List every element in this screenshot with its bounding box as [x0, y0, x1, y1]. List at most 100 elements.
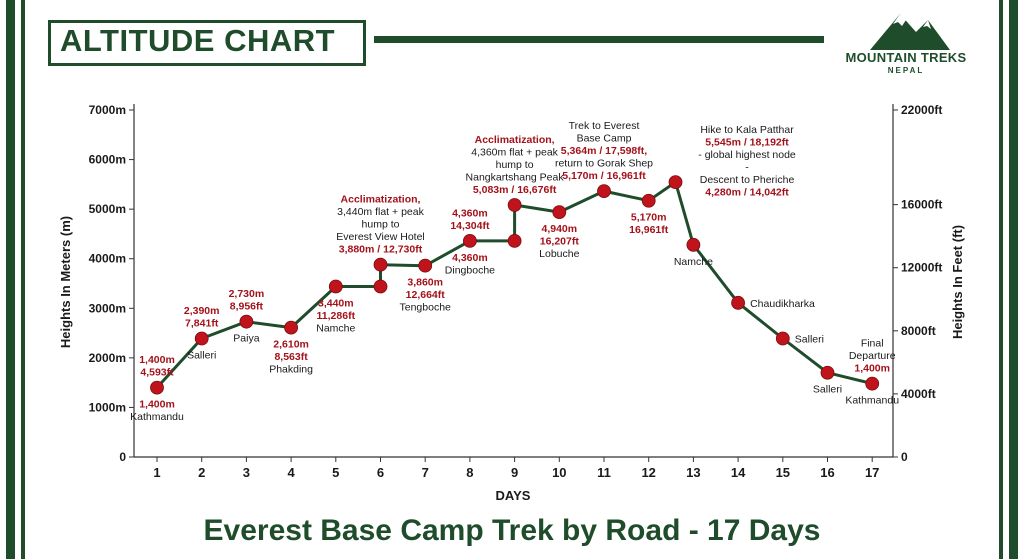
data-label: Salleri [795, 334, 824, 346]
mountain-logo-icon [870, 14, 950, 50]
altitude-marker [641, 193, 656, 208]
right-stripe-outer [1009, 0, 1018, 559]
data-label: Nangkartshang Peak [466, 172, 565, 184]
data-label: 7,841ft [185, 318, 219, 330]
altitude-marker [507, 198, 522, 212]
y-tick-right-label: 4000ft [901, 387, 936, 401]
data-label: Hike to Kala Patthar [700, 124, 794, 136]
altitude-marker [373, 279, 388, 294]
data-label: Chaudikharka [750, 298, 815, 310]
data-label: Everest View Hotel [336, 231, 425, 243]
data-label: 12,664ft [406, 289, 446, 301]
y-tick-left-label: 4000m [89, 252, 126, 266]
data-label: 8,956ft [230, 301, 264, 313]
y-tick-left-label: 2000m [89, 351, 126, 365]
data-label: 1,400m [854, 363, 890, 375]
x-tick-label: 13 [686, 465, 700, 480]
data-label: 4,360m flat + peak [471, 147, 558, 159]
data-label: Base Camp [577, 133, 632, 145]
altitude-marker [507, 233, 522, 248]
data-label: Acclimatization, [475, 134, 555, 146]
axes-layer: 0 1000m 2000m 3000m 4000m 5000m 6000m 7000m 0 400… [89, 103, 943, 480]
x-tick-label: 15 [776, 465, 790, 480]
y-tick-left-label: 0 [119, 450, 126, 464]
y-tick-left-label: 1000m [89, 400, 126, 414]
x-tick-label: 17 [865, 465, 879, 480]
altitude-marker [373, 257, 388, 272]
data-label: Salleri [813, 384, 842, 396]
y-tick-left-label: 7000m [89, 103, 126, 117]
data-label: Namche [316, 322, 355, 334]
data-label: Kathmandu [130, 411, 184, 423]
data-label: Dingboche [445, 264, 495, 276]
data-label: 5,364m / 17,598ft, [561, 145, 647, 157]
altitude-marker [328, 279, 343, 294]
data-label: - [745, 161, 749, 173]
data-label: 5,170m / 16,961ft [562, 170, 646, 182]
altitude-marker [820, 365, 835, 380]
data-label: 4,280m / 14,042ft [705, 186, 789, 198]
series-layer [155, 180, 873, 389]
data-label: 11,286ft [317, 310, 356, 322]
x-tick-label: 4 [287, 465, 295, 480]
altitude-marker [462, 233, 477, 248]
altitude-marker [686, 237, 701, 252]
x-tick-label: 3 [243, 465, 250, 480]
title-rule [374, 36, 824, 43]
altitude-marker [418, 258, 433, 273]
data-label: Descent to Pheriche [700, 174, 795, 186]
altitude-marker [284, 320, 299, 335]
data-label: 1,400m [139, 354, 175, 366]
altitude-marker [194, 331, 209, 346]
data-label: 5,545m / 18,192ft [705, 136, 789, 148]
altitude-marker [865, 376, 880, 391]
x-tick-label: 16 [820, 465, 834, 480]
altitude-marker [775, 331, 790, 346]
x-tick-label: 8 [466, 465, 473, 480]
y-tick-left-label: 3000m [89, 301, 126, 315]
logo-name: MOUNTAIN TREKS [845, 50, 967, 65]
data-label: Tengboche [400, 302, 452, 314]
x-tick-label: 9 [511, 465, 518, 480]
x-tick-label: 6 [377, 465, 384, 480]
x-tick-label: 7 [422, 465, 429, 480]
data-label: 2,390m [184, 305, 220, 317]
data-label: 5,170m [631, 212, 667, 224]
data-label: hump to [496, 159, 534, 171]
y-axis-label-right: Heights In Feet (ft) [950, 225, 965, 339]
left-stripe-outer [6, 0, 15, 559]
x-tick-label: 14 [731, 465, 746, 480]
x-tick-label: 1 [153, 465, 160, 480]
altitude-marker [552, 205, 567, 220]
chart-footer-title: Everest Base Camp Trek by Road - 17 Days [203, 514, 821, 547]
y-tick-right-label: 22000ft [901, 103, 942, 117]
x-tick-label: 2 [198, 465, 205, 480]
data-label: 3,860m [407, 277, 443, 289]
data-label: Final [861, 338, 884, 350]
data-label: 4,593ft [140, 367, 174, 379]
data-label: Lobuche [539, 248, 579, 260]
data-label: Trek to Everest [569, 120, 640, 132]
data-label: Phakding [269, 364, 313, 376]
altitude-marker [239, 314, 254, 329]
data-label: 3,440m [318, 297, 354, 309]
y-tick-left-label: 5000m [89, 202, 126, 216]
annotation-layer: 1,400m4,593ft1,400mKathmandu2,390m7,841f… [130, 120, 899, 423]
data-label: 14,304ft [450, 220, 490, 232]
data-label: Departure [849, 350, 896, 362]
altitude-series-line [155, 180, 873, 389]
x-axis-label: DAYS [496, 488, 531, 503]
y-tick-right-label: 16000ft [901, 198, 942, 212]
data-label: Kathmandu [845, 395, 899, 407]
y-tick-right-label: 0 [901, 450, 908, 464]
data-label: return to Gorak Shep [555, 158, 653, 170]
left-stripe-inner [21, 0, 25, 559]
x-tick-label: 10 [552, 465, 566, 480]
altitude-marker [597, 184, 611, 198]
altitude-marker [150, 380, 164, 395]
data-label: Namche [674, 256, 713, 268]
y-tick-right-label: 8000ft [901, 324, 936, 338]
data-label: 16,207ft [540, 236, 580, 248]
y-tick-left-label: 6000m [89, 153, 126, 167]
